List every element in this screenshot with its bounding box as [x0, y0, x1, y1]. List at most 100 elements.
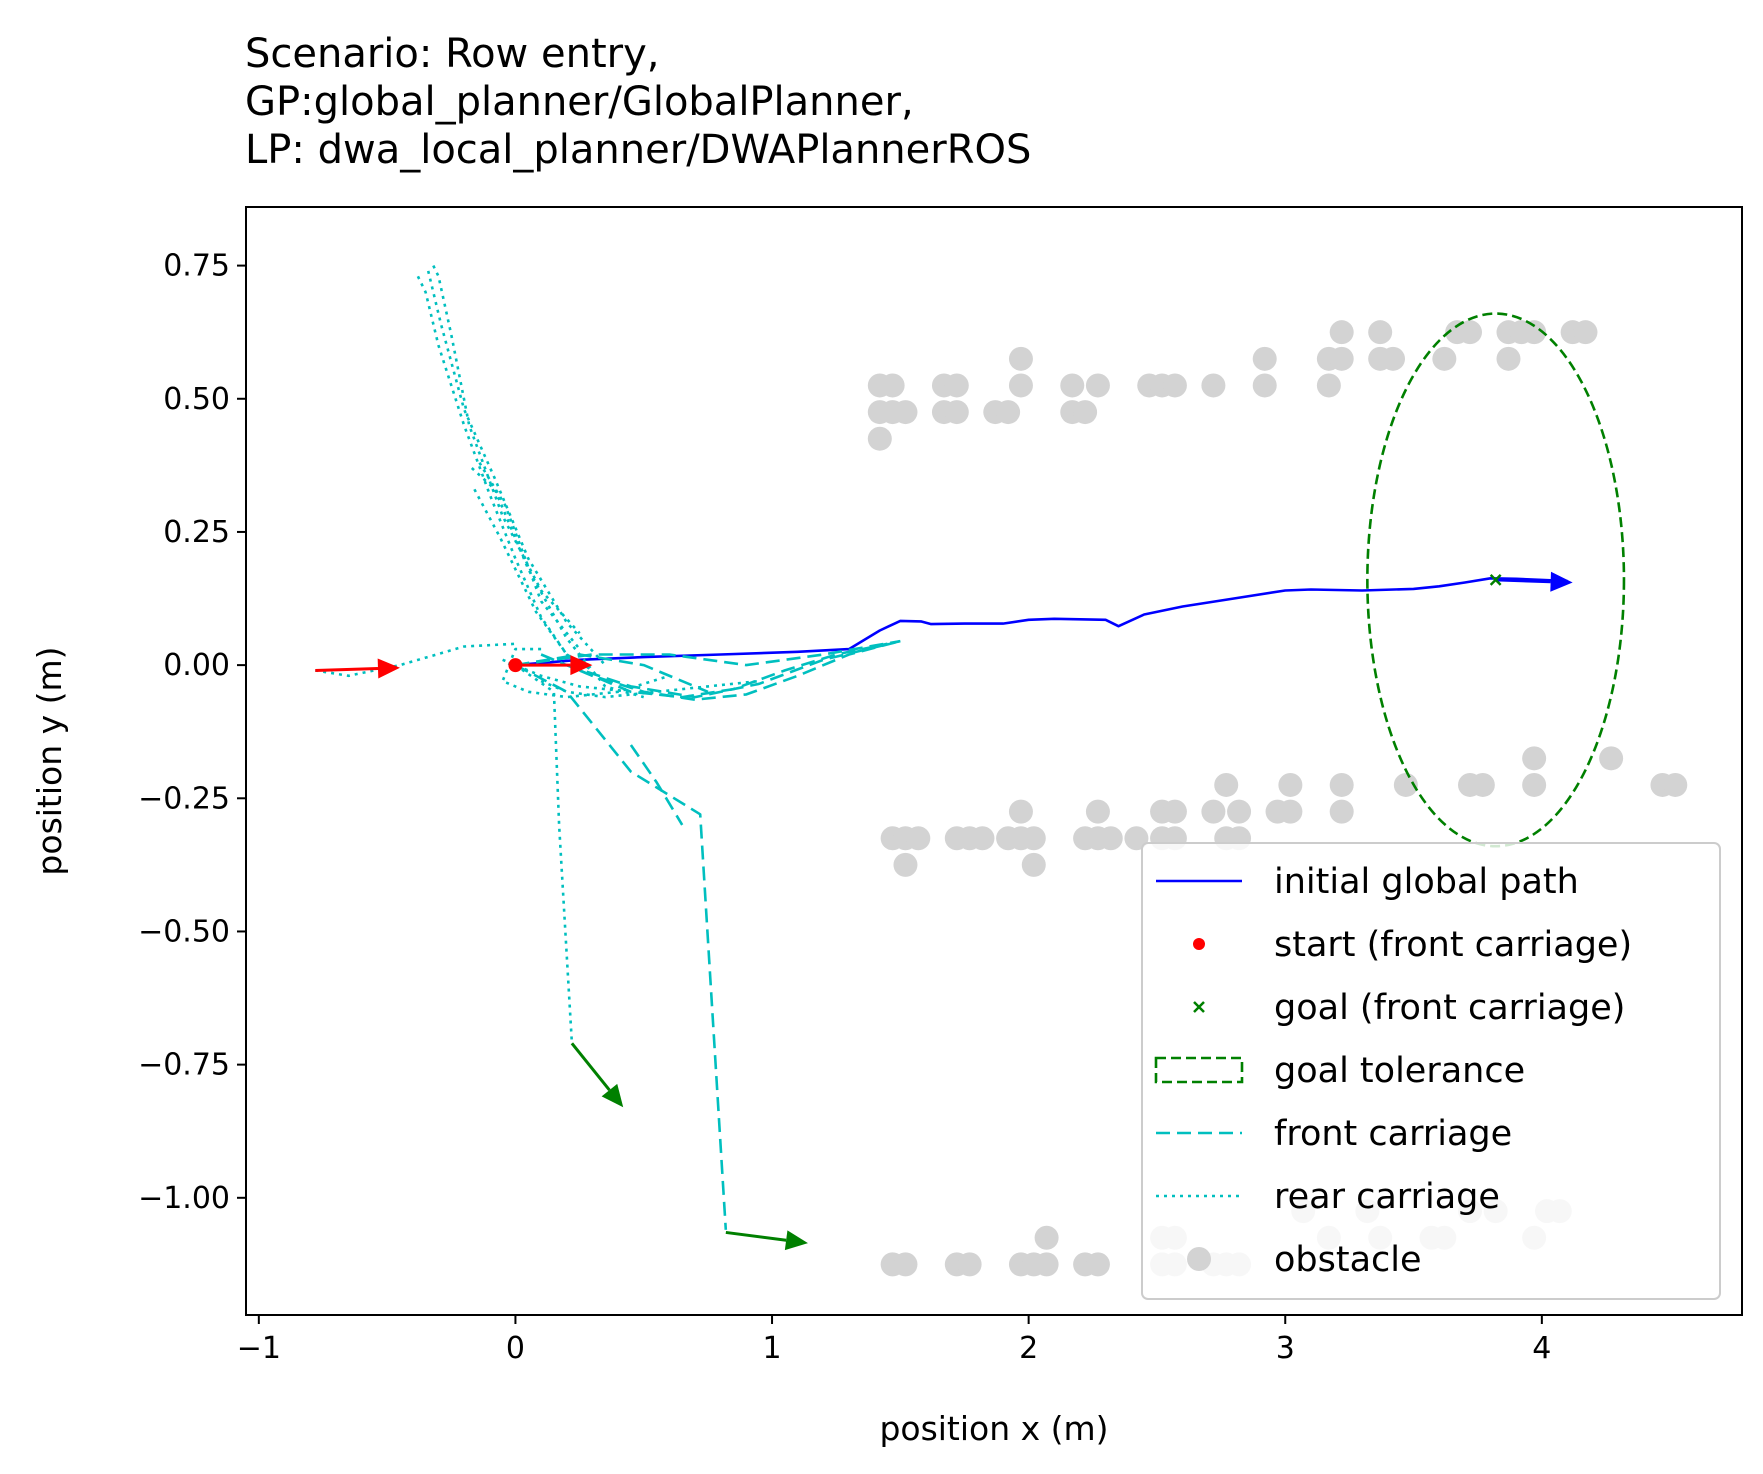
- obstacle-point-1: [880, 373, 905, 398]
- obstacle-point-50: [1021, 826, 1046, 851]
- heading-arrow-shaft-4: [725, 1230, 787, 1242]
- heading-arrow-shaft-3: [570, 1042, 611, 1092]
- obstacle-point-24: [1316, 373, 1341, 398]
- obstacle-point-7: [944, 373, 969, 398]
- obstacle-point-49: [996, 826, 1021, 851]
- legend-label-rear-carriage: rear carriage: [1274, 1177, 1500, 1217]
- obstacle-point-51: [1021, 852, 1046, 877]
- heading-arrow-head-0: [377, 658, 400, 679]
- legend-box: [1141, 842, 1721, 1300]
- x-tick-label-3: 2: [1019, 1331, 1038, 1366]
- obstacle-point-27: [1329, 320, 1354, 345]
- obstacle-point-85: [1034, 1252, 1059, 1277]
- obstacle-point-75: [1522, 772, 1547, 797]
- obstacle-point-88: [1085, 1252, 1110, 1277]
- y-tick-label-0: 0.75: [163, 249, 230, 284]
- heading-arrow-head-2: [1550, 571, 1573, 592]
- legend-handle-goal-front-carriage-: [1193, 1001, 1205, 1013]
- obstacle-point-63: [1227, 799, 1252, 824]
- obstacle-point-67: [1278, 772, 1303, 797]
- series-front-carriage-path-4: [629, 744, 684, 826]
- x-tick-label-0: −1: [237, 1331, 281, 1366]
- obstacle-point-43: [893, 852, 918, 877]
- obstacle-point-26: [1329, 346, 1354, 371]
- y-tick-label-1: 0.50: [163, 382, 230, 417]
- chart-title-line-1: Scenario: Row entry,: [245, 31, 660, 77]
- series-front-carriage-path-6: [515, 653, 709, 694]
- y-tick-label-5: −0.50: [138, 914, 230, 949]
- obstacle-point-86: [1034, 1225, 1059, 1250]
- obstacle-point-11: [996, 400, 1021, 425]
- obstacle-point-37: [1496, 346, 1521, 371]
- obstacle-point-33: [1458, 320, 1482, 345]
- start-marker: [508, 658, 523, 673]
- x-tick-label-1: 0: [506, 1331, 525, 1366]
- obstacle-point-22: [1252, 373, 1277, 398]
- series-rear-carriage-path-8: [540, 679, 760, 699]
- y-tick-label-7: −1.00: [138, 1181, 230, 1216]
- obstacle-point-4: [893, 400, 918, 425]
- series-rear-carriage-path-6: [478, 462, 581, 650]
- series-rear-carriage-path-9: [514, 664, 574, 1044]
- obstacle-point-76: [1599, 746, 1624, 771]
- obstacle-point-74: [1522, 746, 1547, 771]
- series-rear-carriage-path-2: [416, 275, 594, 672]
- goal-marker-b: [1489, 574, 1502, 586]
- legend: initial global path start (front carriage…: [1141, 842, 1721, 1300]
- chart-title-line-3: LP: dwa_local_planner/DWAPlannerROS: [245, 127, 1032, 173]
- series-rear-carriage-path-0: [315, 642, 516, 678]
- obstacle-point-58: [1162, 799, 1187, 824]
- obstacle-point-68: [1278, 799, 1303, 824]
- obstacle-point-47: [1008, 799, 1033, 824]
- obstacle-point-39: [1573, 320, 1598, 345]
- heading-arrow-head-4: [784, 1230, 808, 1251]
- obstacle-point-62: [1214, 772, 1239, 797]
- obstacle-point-54: [1085, 799, 1110, 824]
- legend-label-initial-global-path: initial global path: [1274, 862, 1579, 902]
- y-tick-label-6: −0.75: [138, 1048, 230, 1083]
- obstacle-point-70: [1329, 799, 1354, 824]
- obstacle-point-14: [1060, 373, 1085, 398]
- series-front-carriage-path-5: [514, 663, 728, 1230]
- x-axis-label: position x (m): [879, 1409, 1108, 1448]
- obstacle-point-30: [1368, 320, 1393, 345]
- y-axis-label: position y (m): [30, 646, 69, 875]
- x-tick-label-2: 1: [762, 1331, 781, 1366]
- heading-arrow-shaft-0: [315, 666, 379, 672]
- obstacle-point-42: [906, 826, 931, 851]
- chart-title-line-2: GP:global_planner/GlobalPlanner,: [245, 79, 914, 125]
- x-tick-label-5: 4: [1532, 1331, 1551, 1366]
- legend-handle-obstacle: [1187, 1247, 1211, 1271]
- obstacle-point-71: [1393, 772, 1418, 797]
- obstacle-point-82: [957, 1252, 982, 1277]
- obstacle-point-31: [1432, 346, 1457, 371]
- series-rear-carriage-path-3: [432, 265, 581, 635]
- obstacle-point-21: [1201, 373, 1226, 398]
- heading-arrow-head-1: [570, 655, 593, 676]
- heading-arrow-head-3: [601, 1083, 624, 1108]
- y-tick-label-2: 0.25: [163, 515, 230, 550]
- obstacle-point-17: [1073, 400, 1098, 425]
- obstacle-point-15: [1085, 373, 1110, 398]
- obstacle-point-36: [1522, 320, 1547, 345]
- axis-ticks: −1 0 1 2 3 4 0.75 0.50 0.25 0.00 −0.25 −0.50 −0.75 −1…: [138, 249, 1551, 1366]
- series-front-carriage-path-3: [579, 642, 888, 699]
- legend-label-obstacle: obstacle: [1274, 1240, 1422, 1280]
- obstacle-point-5: [867, 426, 892, 451]
- obstacle-point-55: [1098, 826, 1123, 851]
- legend-label-front-carriage: front carriage: [1274, 1114, 1512, 1154]
- legend-handle-goal-tolerance: [1154, 1056, 1244, 1084]
- series-rear-carriage-path-1: [501, 647, 670, 699]
- obstacle-point-29: [1381, 346, 1406, 371]
- obstacle-point-61: [1201, 799, 1226, 824]
- obstacle-point-56: [1124, 826, 1149, 851]
- axes-frame: [245, 206, 1743, 1316]
- obstacle-point-9: [944, 400, 969, 425]
- legend-label-goal-tolerance: goal tolerance: [1274, 1051, 1525, 1091]
- heading-arrow-shaft-2: [1495, 578, 1551, 584]
- obstacle-point-20: [1162, 373, 1187, 398]
- obstacle-point-73: [1470, 772, 1495, 797]
- series-initial-global-path-path-0: [515, 576, 1568, 667]
- x-tick-label-4: 3: [1276, 1331, 1295, 1366]
